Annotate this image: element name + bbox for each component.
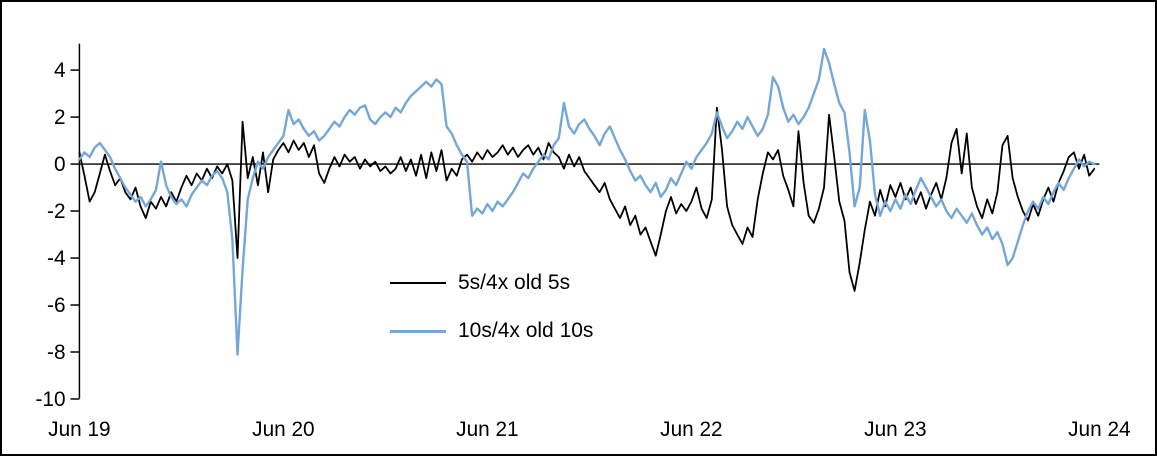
x-tick-label: Jun 23 — [864, 418, 926, 441]
x-tick-label: Jun 19 — [48, 418, 110, 441]
x-tick-label: Jun 22 — [660, 418, 722, 441]
legend-line-10s-icon — [390, 329, 446, 333]
x-tick-label: Jun 20 — [252, 418, 314, 441]
y-tick-label: 0 — [54, 153, 66, 176]
y-tick-label: 2 — [54, 106, 66, 129]
series-line-0 — [78, 106, 1096, 292]
legend-item-5s: 5s/4x old 5s — [390, 268, 593, 298]
series-line-1 — [78, 47, 1096, 356]
y-tick-label: 4 — [54, 59, 66, 82]
x-tick-label: Jun 24 — [1068, 418, 1130, 441]
y-tick-label: -8 — [47, 341, 66, 364]
legend-item-10s: 10s/4x old 10s — [390, 316, 593, 346]
y-tick-label: -10 — [35, 388, 65, 411]
y-tick-label: -6 — [47, 294, 66, 317]
legend-line-5s-icon — [390, 282, 446, 284]
y-tick-label: -4 — [47, 247, 66, 270]
legend-label-10s: 10s/4x old 10s — [458, 319, 594, 342]
chart-legend: 5s/4x old 5s 10s/4x old 10s — [390, 268, 593, 346]
x-tick-label: Jun 21 — [456, 418, 518, 441]
legend-label-5s: 5s/4x old 5s — [458, 271, 571, 294]
y-tick-label: -2 — [47, 200, 66, 223]
